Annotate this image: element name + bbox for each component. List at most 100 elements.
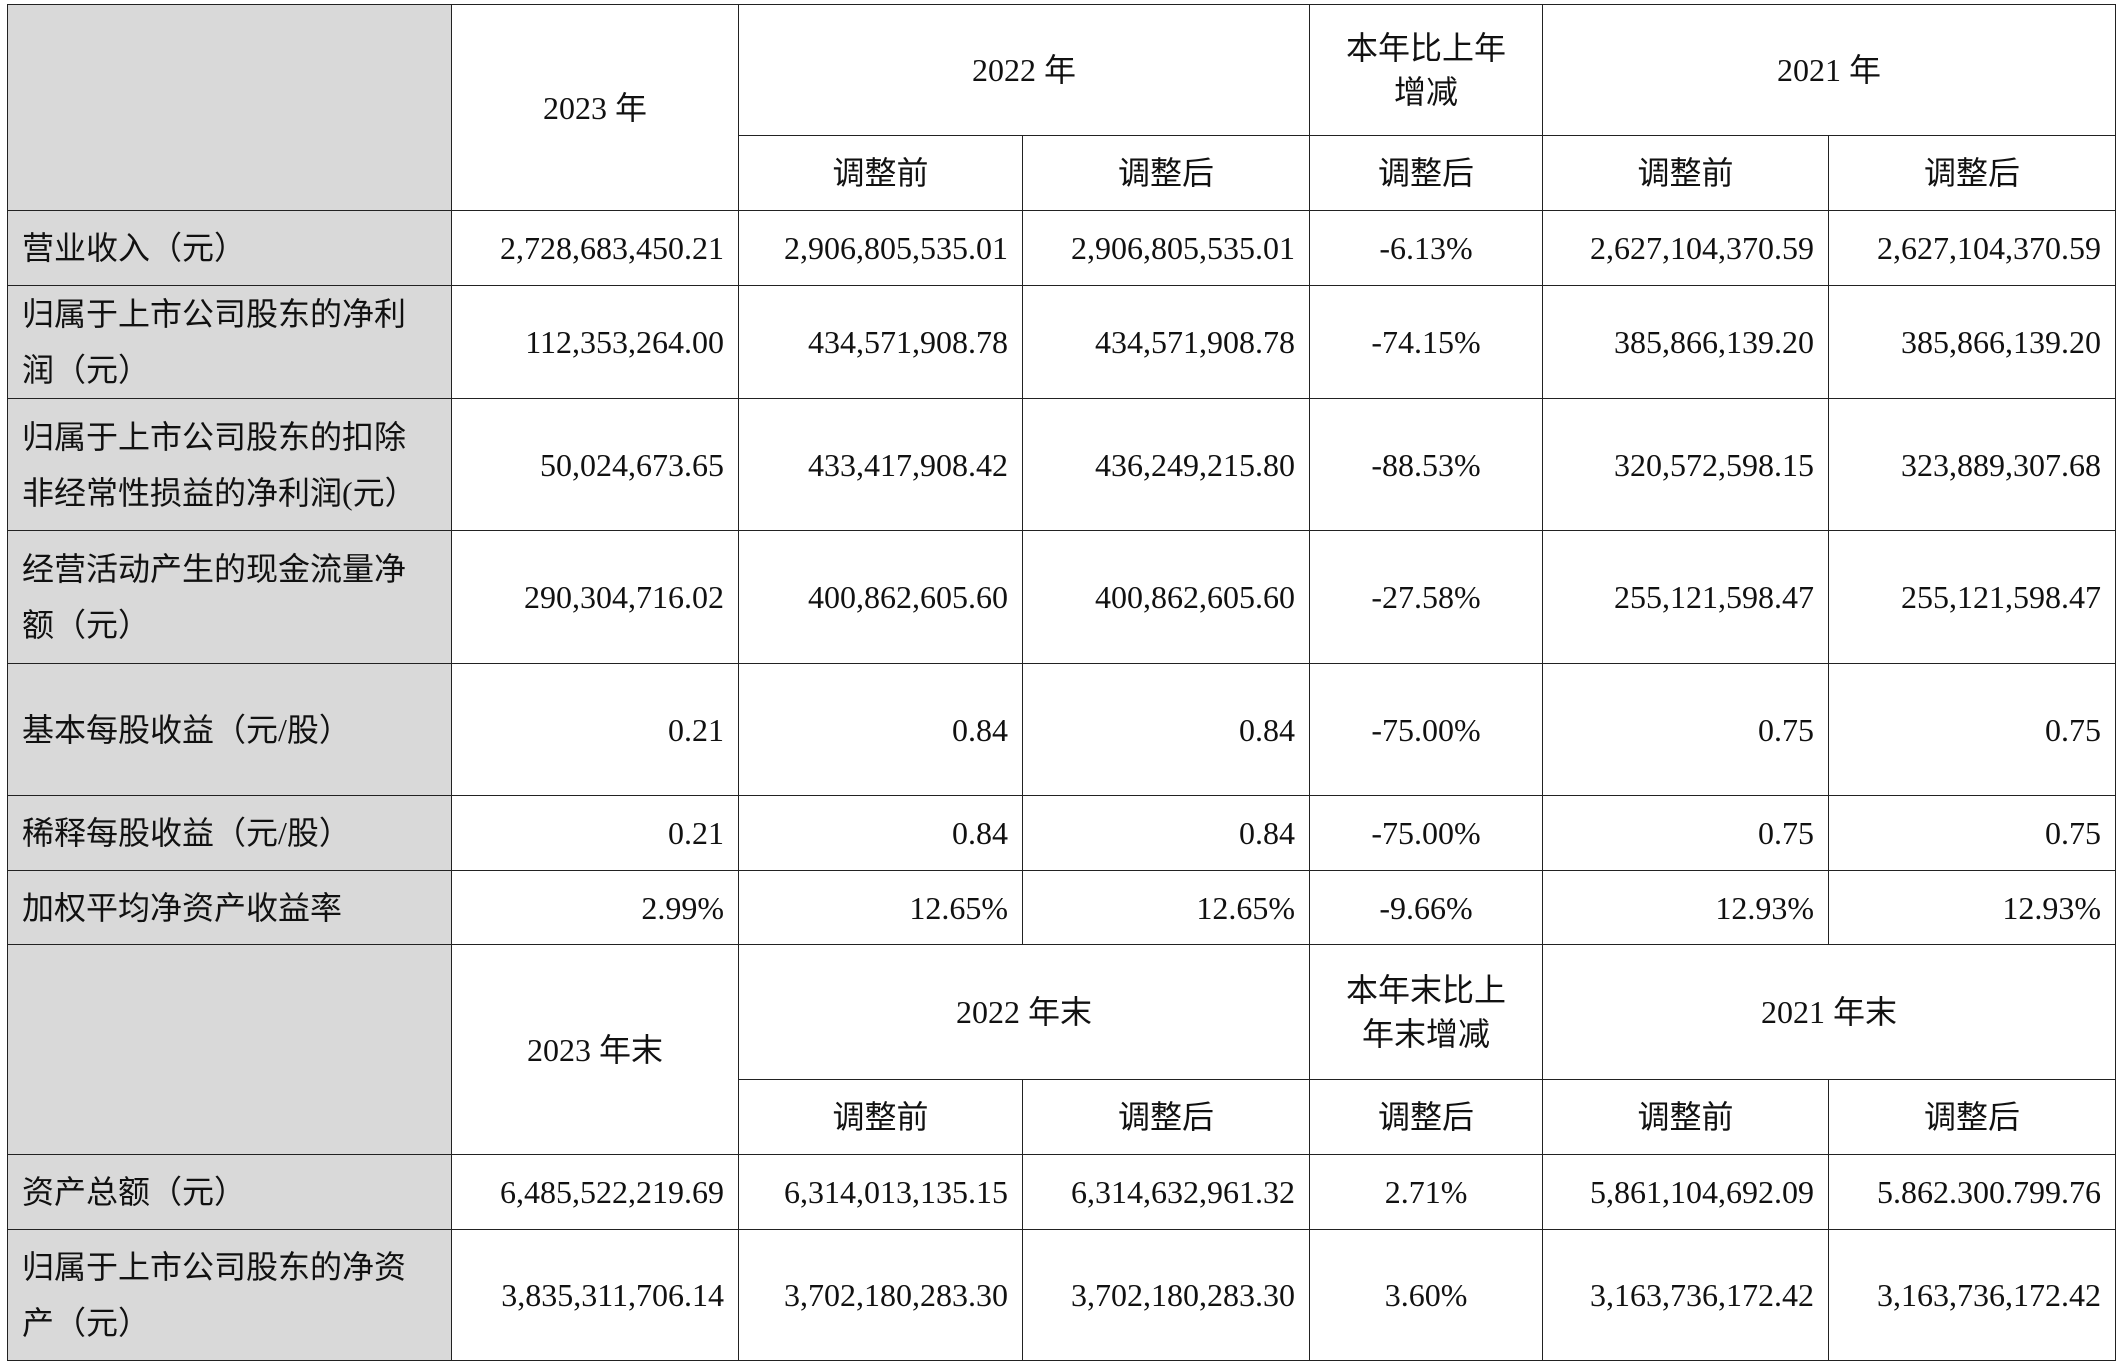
- value-cell: -75.00%: [1309, 795, 1544, 871]
- row-label: 加权平均净资产收益率: [7, 870, 452, 945]
- year-header: 2021 年: [1542, 4, 2117, 136]
- value-cell: 0.84: [738, 663, 1023, 796]
- subheader: 调整前: [738, 135, 1023, 211]
- value-cell: 5.862.300.799.76: [1828, 1154, 2117, 1230]
- subheader: 调整后: [1828, 135, 2117, 211]
- value-cell: 2,627,104,370.59: [1828, 210, 2117, 286]
- value-cell: 433,417,908.42: [738, 398, 1023, 531]
- value-cell: 3,702,180,283.30: [1021, 1229, 1311, 1361]
- data-row: 归属于上市公司股东的扣除非经常性损益的净利润(元） 50,024,673.65 43…: [7, 398, 2117, 531]
- value-cell: 255,121,598.47: [1828, 530, 2117, 664]
- value-cell: 400,862,605.60: [738, 530, 1023, 664]
- change-header-line: 增减: [1394, 74, 1459, 110]
- value-cell: 12.93%: [1542, 870, 1830, 945]
- value-cell: 12.65%: [1021, 870, 1311, 945]
- value-cell: 6,314,013,135.15: [738, 1154, 1023, 1230]
- value-cell: 6,314,632,961.32: [1021, 1154, 1311, 1230]
- row-label: 归属于上市公司股东的净资产（元）: [7, 1229, 452, 1361]
- financial-table: 2023 年 2022 年本年比上年 增减 2021 年调整前 调整后 调整后 调整前 调整后…: [7, 4, 2117, 1361]
- value-cell: 2,728,683,450.21: [451, 210, 739, 286]
- value-cell: -9.66%: [1309, 870, 1544, 945]
- corner-cell: [7, 944, 452, 1155]
- subheader: 调整后: [1309, 1079, 1544, 1155]
- change-header-line: 本年末比上: [1346, 972, 1507, 1008]
- value-cell: 12.65%: [738, 870, 1023, 945]
- value-cell: 2.99%: [451, 870, 739, 945]
- value-cell: 3,835,311,706.14: [451, 1229, 739, 1361]
- value-cell: 0.21: [451, 663, 739, 796]
- data-row: 经营活动产生的现金流量净额（元） 290,304,716.02 400,862,60…: [7, 530, 2117, 664]
- value-cell: 0.75: [1542, 663, 1830, 796]
- value-cell: 12.93%: [1828, 870, 2117, 945]
- value-cell: -6.13%: [1309, 210, 1544, 286]
- row-label: 归属于上市公司股东的净利润（元）: [7, 285, 452, 399]
- data-row: 加权平均净资产收益率 2.99% 12.65% 12.65% -9.66% 12.93% 1…: [7, 870, 2117, 945]
- value-cell: 3.60%: [1309, 1229, 1544, 1361]
- value-cell: 0.75: [1828, 795, 2117, 871]
- value-cell: 50,024,673.65: [451, 398, 739, 531]
- data-row: 营业收入（元） 2,728,683,450.21 2,906,805,535.01 2…: [7, 210, 2117, 286]
- header-row: 2023 年 2022 年本年比上年 增减 2021 年: [7, 4, 2117, 211]
- value-cell: 255,121,598.47: [1542, 530, 1830, 664]
- value-cell: 385,866,139.20: [1542, 285, 1830, 399]
- year-header: 2023 年末: [451, 944, 739, 1155]
- subheader: 调整后: [1021, 135, 1311, 211]
- year-header: 2022 年末: [737, 944, 1311, 1080]
- value-cell: -75.00%: [1309, 663, 1544, 796]
- subheader-row: 调整前 调整后 调整后 调整前 调整后: [8, 1079, 2117, 1155]
- value-cell: 5,861,104,692.09: [1542, 1154, 1830, 1230]
- value-cell: -88.53%: [1309, 398, 1544, 531]
- value-cell: 434,571,908.78: [1021, 285, 1311, 399]
- value-cell: 436,249,215.80: [1021, 398, 1311, 531]
- page: 2023 年 2022 年本年比上年 增减 2021 年调整前 调整后 调整后 调整前 调整后…: [7, 4, 2117, 1361]
- row-label: 稀释每股收益（元/股）: [7, 795, 452, 871]
- row-label: 营业收入（元）: [7, 210, 452, 286]
- value-cell: 2,627,104,370.59: [1542, 210, 1830, 286]
- subheader: 调整前: [738, 1079, 1023, 1155]
- value-cell: 2,906,805,535.01: [1021, 210, 1311, 286]
- value-cell: 3,163,736,172.42: [1828, 1229, 2117, 1361]
- value-cell: 290,304,716.02: [451, 530, 739, 664]
- value-cell: 6,485,522,219.69: [451, 1154, 739, 1230]
- value-cell: 434,571,908.78: [738, 285, 1023, 399]
- row-label: 基本每股收益（元/股）: [7, 663, 452, 796]
- row-label: 归属于上市公司股东的扣除非经常性损益的净利润(元）: [7, 398, 452, 531]
- value-cell: 0.84: [738, 795, 1023, 871]
- value-cell: 323,889,307.68: [1828, 398, 2117, 531]
- subheader: 调整后: [1828, 1079, 2117, 1155]
- subheader: 调整后: [1021, 1079, 1311, 1155]
- value-cell: 0.21: [451, 795, 739, 871]
- value-cell: 400,862,605.60: [1021, 530, 1311, 664]
- value-cell: 0.84: [1021, 663, 1311, 796]
- value-cell: -74.15%: [1309, 285, 1544, 399]
- value-cell: -27.58%: [1309, 530, 1544, 664]
- value-cell: 320,572,598.15: [1542, 398, 1830, 531]
- data-row: 稀释每股收益（元/股） 0.21 0.84 0.84 -75.00% 0.75 0.75: [7, 795, 2117, 871]
- row-label: 经营活动产生的现金流量净额（元）: [7, 530, 452, 664]
- value-cell: 3,702,180,283.30: [738, 1229, 1023, 1361]
- value-cell: 2.71%: [1309, 1154, 1544, 1230]
- data-row: 资产总额（元） 6,485,522,219.69 6,314,013,135.15 6…: [7, 1154, 2117, 1230]
- row-label: 资产总额（元）: [7, 1154, 452, 1230]
- value-cell: 0.75: [1828, 663, 2117, 796]
- change-header: 本年末比上 年末增减: [1309, 944, 1544, 1080]
- value-cell: 0.75: [1542, 795, 1830, 871]
- subheader: 调整前: [1542, 1079, 1830, 1155]
- table-body: 2023 年 2022 年本年比上年 增减 2021 年调整前 调整后 调整后 调整前 调整后…: [7, 4, 2117, 1361]
- year-header: 2022 年: [737, 4, 1311, 136]
- change-header: 本年比上年 增减: [1309, 4, 1544, 136]
- year-header: 2023 年: [451, 4, 739, 211]
- year-header: 2021 年末: [1542, 944, 2117, 1080]
- value-cell: 0.84: [1021, 795, 1311, 871]
- data-row: 归属于上市公司股东的净利润（元） 112,353,264.00 434,571,90…: [7, 285, 2117, 399]
- data-row: 基本每股收益（元/股） 0.21 0.84 0.84 -75.00% 0.75 0.75: [7, 663, 2117, 796]
- data-row: 归属于上市公司股东的净资产（元） 3,835,311,706.14 3,702,18…: [7, 1229, 2117, 1361]
- subheader: 调整后: [1309, 135, 1544, 211]
- value-cell: 112,353,264.00: [451, 285, 739, 399]
- header-row: 2023 年末 2022 年末 本年末比上 年末增减 2021 年末: [7, 944, 2117, 1155]
- value-cell: 385,866,139.20: [1828, 285, 2117, 399]
- change-header-line: 本年比上年: [1346, 30, 1507, 66]
- change-header-line: 年末增减: [1362, 1016, 1491, 1052]
- subheader: 调整前: [1542, 135, 1830, 211]
- corner-cell: [7, 4, 452, 211]
